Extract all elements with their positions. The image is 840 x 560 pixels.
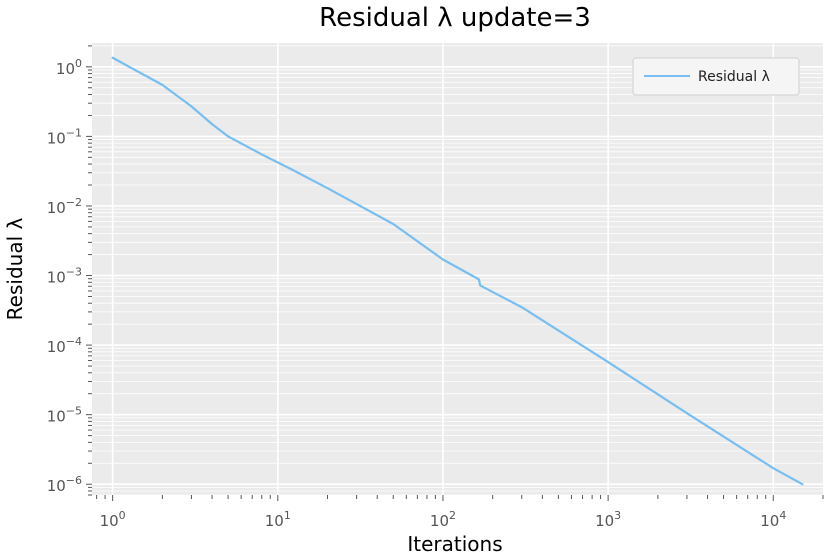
y-axis-label: Residual λ: [3, 218, 27, 321]
series-line-0: [111, 56, 804, 486]
series-group: [111, 56, 804, 486]
y-tick-label: 10−1: [47, 126, 82, 147]
legend: Residual λ: [632, 57, 800, 96]
y-tick-label: 100: [56, 57, 82, 78]
x-tick-label: 100: [100, 509, 126, 530]
y-tick-label: 10−2: [47, 196, 82, 217]
legend-box: [632, 57, 800, 96]
chart-title: Residual λ update=3: [319, 3, 591, 33]
y-tick-label: 10−6: [47, 474, 82, 495]
x-tick-label: 104: [760, 509, 786, 530]
y-tick-label: 10−4: [47, 335, 82, 356]
x-tick-labels: 100 101 102 103 104: [100, 509, 787, 530]
y-tick-label: 10−3: [47, 266, 82, 287]
y-minor-ticks: [86, 45, 92, 496]
x-tick-label: 102: [430, 509, 456, 530]
x-tick-label: 103: [595, 509, 621, 530]
x-tick-label: 101: [265, 509, 291, 530]
x-minor-ticks: [96, 495, 824, 501]
grid-major: [92, 43, 823, 495]
y-tick-labels: 100 10−1 10−2 10−3 10−4 10−5 10−6: [47, 57, 82, 495]
legend-label: Residual λ: [698, 69, 770, 85]
y-tick-label: 10−5: [47, 405, 82, 426]
x-axis-label: Iterations: [407, 532, 502, 556]
plot-area: [92, 43, 823, 495]
